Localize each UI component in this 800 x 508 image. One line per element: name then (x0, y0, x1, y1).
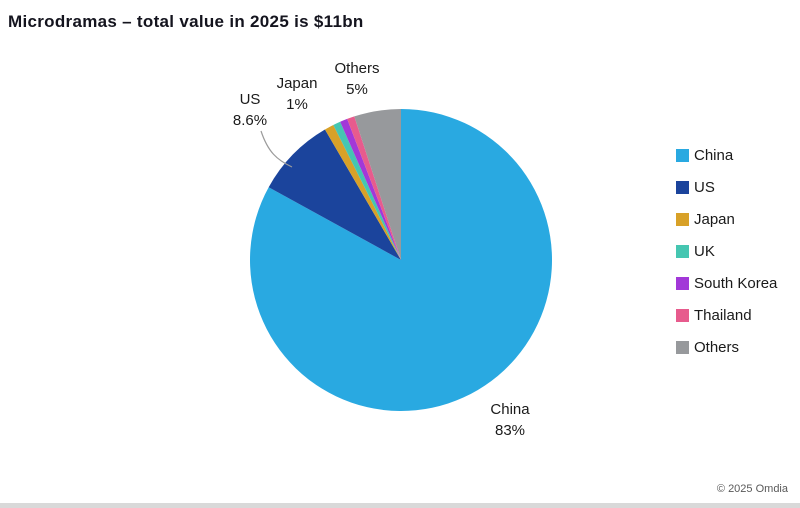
legend-label-uk: UK (694, 243, 715, 260)
chart-title: Microdramas – total value in 2025 is $11… (8, 12, 364, 31)
data-label-japan: Japan 1% (277, 73, 318, 115)
legend-swatch-thailand (676, 309, 689, 322)
legend-swatch-us (676, 181, 689, 194)
legend-swatch-south-korea (676, 277, 689, 290)
legend-swatch-others (676, 341, 689, 354)
legend-item-uk: UK (676, 243, 777, 260)
pie-slice-china (250, 109, 553, 411)
legend-swatch-china (676, 149, 689, 162)
data-label-us-pct: 8.6% (232, 112, 268, 129)
data-label-others-name: Others (334, 60, 380, 77)
pie-slice-others (354, 109, 401, 260)
pie-slice-japan (324, 125, 401, 260)
pie-slices (250, 109, 553, 411)
legend-item-south-korea: South Korea (676, 275, 777, 292)
data-label-others: Others 5% (334, 58, 379, 100)
legend-label-south-korea: South Korea (694, 275, 778, 292)
legend-label-japan: Japan (694, 211, 735, 228)
pie-slice-uk (333, 121, 401, 260)
data-label-us-name: US (239, 91, 261, 108)
legend-item-china: China (676, 147, 777, 164)
legend-item-thailand: Thailand (676, 307, 777, 324)
legend: China US Japan UK South Korea Thailand O… (676, 147, 777, 356)
data-label-china: China 83% (490, 399, 529, 441)
data-label-china-name: China (490, 401, 530, 418)
data-label-us: US 8.6% (233, 89, 267, 131)
legend-item-us: US (676, 179, 777, 196)
pie-slice-us (268, 129, 401, 260)
leader-line-us (260, 130, 293, 168)
bottom-edge-bar (0, 503, 800, 508)
legend-label-us: US (694, 179, 715, 196)
legend-swatch-japan (676, 213, 689, 226)
legend-item-others: Others (676, 339, 777, 356)
data-label-japan-name: Japan (276, 75, 318, 92)
data-label-china-pct: 83% (494, 422, 526, 439)
copyright-text: © 2025 Omdia (716, 483, 788, 495)
legend-item-japan: Japan (676, 211, 777, 228)
legend-swatch-uk (676, 245, 689, 258)
legend-label-china: China (694, 147, 734, 164)
legend-label-thailand: Thailand (694, 307, 752, 324)
pie-slice-thailand (347, 116, 401, 260)
data-label-japan-pct: 1% (286, 96, 308, 113)
pie-slice-south-korea (340, 118, 401, 260)
data-label-others-pct: 5% (346, 81, 368, 98)
legend-label-others: Others (694, 339, 740, 356)
